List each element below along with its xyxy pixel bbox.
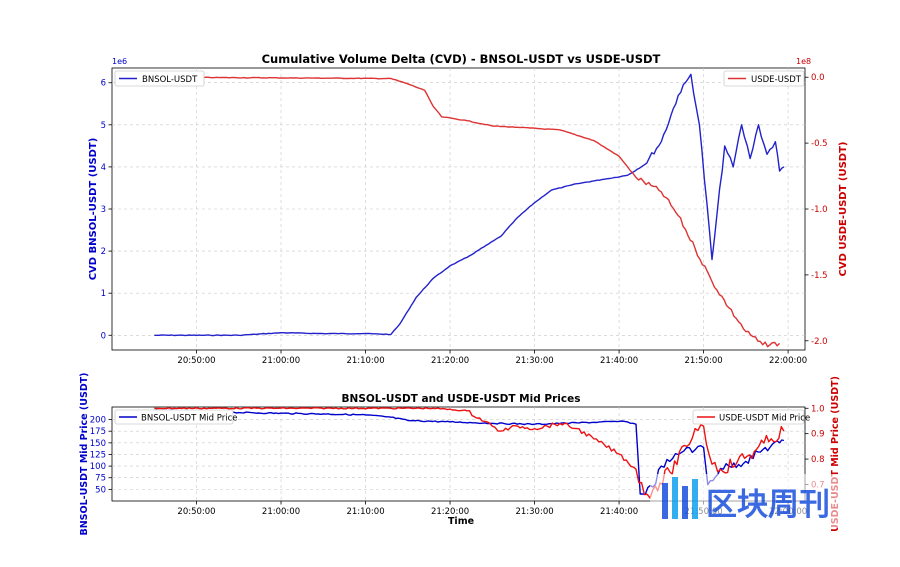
right-tick-label: 1.0 (811, 404, 825, 414)
mid-price-chart-title: BNSOL-USDT and USDE-USDT Mid Prices (342, 393, 581, 405)
mid-price-left-ylabel: BNSOL-USDT Mid Price (USDT) (79, 372, 90, 535)
mid-price-legend-usde-label: USDE-USDT Mid Price (719, 414, 810, 424)
watermark-text: 区块周刊 (706, 487, 830, 523)
right-tick-label: -2.0 (811, 337, 828, 347)
right-tick-label: 0.8 (811, 455, 825, 465)
cvd-legend-right: USDE-USDT (723, 70, 805, 87)
left-tick-label: 75 (95, 474, 106, 484)
watermark: 区块周刊 (650, 474, 878, 528)
series-line-usde-usdt (154, 76, 781, 348)
x-tick-label: 20:50:00 (177, 507, 215, 517)
x-tick-label: 21:40:00 (600, 356, 638, 366)
cvd-chart-title: Cumulative Volume Delta (CVD) - BNSOL-US… (262, 52, 661, 66)
x-tick-label: 21:50:00 (684, 356, 722, 366)
cvd-legend-left: BNSOL-USDT (114, 70, 205, 87)
x-tick-label: 21:30:00 (515, 507, 553, 517)
cvd-right-ylabel: CVD USDE-USDT (USDT) (838, 142, 849, 277)
left-tick-label: 5 (101, 121, 106, 131)
mid-price-series-lines (154, 407, 785, 499)
mid-price-right-ylabel: USDE-USDT Mid Price (USDT) (830, 376, 841, 532)
x-tick-label: 21:00:00 (262, 356, 300, 366)
x-tick-label: 21:20:00 (431, 356, 469, 366)
cvd-left-ticks: 0 1 2 3 4 5 6 (101, 79, 112, 341)
series-line-usde-usdt-mid-price (154, 407, 785, 499)
left-tick-label: 6 (101, 79, 106, 89)
cvd-legend-bnsol-label: BNSOL-USDT (142, 75, 198, 85)
left-tick-label: 175 (90, 427, 106, 437)
cvd-series-lines (154, 73, 785, 348)
cvd-legend-usde-label: USDE-USDT (751, 75, 802, 85)
x-tick-label: 22:00:00 (769, 356, 807, 366)
right-tick-label: -1.5 (811, 271, 828, 281)
left-tick-label: 50 (95, 485, 106, 495)
series-line-bnsol-usdt (154, 73, 785, 337)
left-tick-label: 3 (101, 205, 106, 215)
x-tick-label: 21:30:00 (515, 356, 553, 366)
mid-price-xlabel: Time (448, 516, 474, 527)
cvd-right-ticks: 0.0 -0.5 -1.0 -1.5 -2.0 (805, 73, 828, 347)
left-tick-label: 4 (101, 163, 106, 173)
left-tick-label: 200 (90, 416, 106, 426)
left-tick-label: 100 (90, 462, 106, 472)
left-tick-label: 150 (90, 439, 106, 449)
mid-price-legend-left: BNSOL-USDT Mid Price (114, 409, 238, 425)
cvd-x-ticks: 20:50:00 21:00:00 21:10:00 21:20:00 21:30:00… (177, 350, 807, 366)
x-tick-label: 21:40:00 (600, 507, 638, 517)
cvd-left-ylabel: CVD BNSOL-USDT (USDT) (88, 138, 99, 281)
left-tick-label: 1 (101, 289, 106, 299)
right-tick-label: 0.0 (811, 73, 825, 83)
left-tick-label: 125 (90, 450, 106, 460)
x-tick-label: 21:10:00 (346, 356, 384, 366)
mid-price-plot-frame (111, 406, 806, 502)
left-tick-label: 0 (101, 331, 106, 341)
bar-logo-icon (662, 477, 698, 519)
mid-price-legend-bnsol-label: BNSOL-USDT Mid Price (141, 414, 238, 424)
cvd-right-multiplier: 1e8 (796, 57, 811, 66)
x-tick-label: 21:00:00 (262, 507, 300, 517)
left-tick-label: 2 (101, 247, 106, 257)
right-tick-label: -1.0 (811, 205, 828, 215)
right-tick-label: -0.5 (811, 139, 828, 149)
x-tick-label: 20:50:00 (177, 356, 215, 366)
right-tick-label: 0.9 (811, 430, 825, 440)
x-tick-label: 21:10:00 (346, 507, 384, 517)
x-tick-label: 21:20:00 (431, 507, 469, 517)
cvd-panel: Cumulative Volume Delta (CVD) - BNSOL-US… (88, 52, 849, 366)
cvd-grid (112, 68, 805, 350)
mid-price-legend-right: USDE-USDT Mid Price (692, 409, 810, 425)
cvd-left-multiplier: 1e6 (112, 57, 127, 66)
